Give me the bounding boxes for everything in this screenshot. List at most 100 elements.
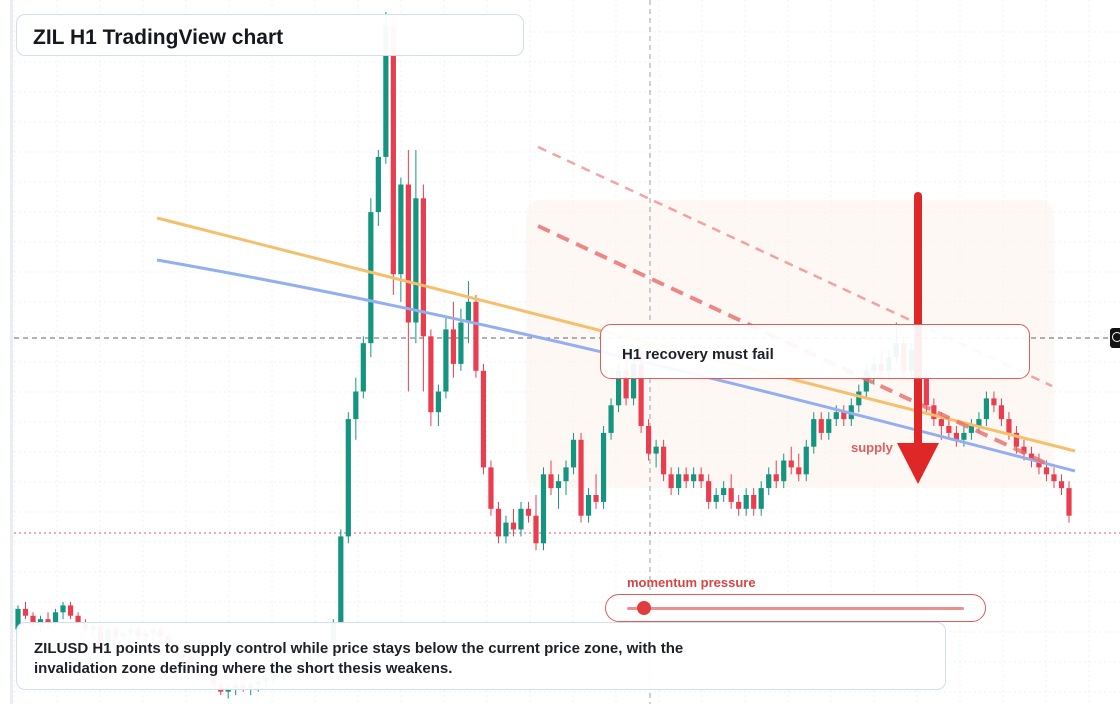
candle-body [578, 439, 584, 516]
candle-body [30, 615, 36, 627]
candle-body [946, 426, 952, 433]
candle-body [473, 301, 479, 371]
candle-body [368, 212, 374, 344]
candle-body [540, 474, 547, 544]
candle-body [961, 432, 967, 440]
candle-body [1066, 488, 1072, 516]
candle-body [1028, 453, 1035, 461]
candle-body [398, 184, 404, 275]
candle-body [600, 432, 607, 502]
candle-body [22, 608, 29, 616]
candle-body [458, 322, 464, 364]
candle-body [383, 25, 389, 157]
candle-body [713, 495, 719, 502]
candle-body [623, 370, 629, 399]
candle-body [938, 419, 944, 426]
candle-body [743, 495, 749, 509]
candle-body [375, 156, 381, 213]
candle-body [52, 612, 59, 623]
candle-body [353, 391, 359, 420]
candle-body [480, 370, 487, 468]
candle-body [413, 198, 419, 323]
summary-card: ZILUSD H1 points to supply control while… [16, 622, 946, 690]
candle-body [976, 419, 982, 426]
candle-body [811, 419, 817, 447]
candle-body [563, 467, 569, 482]
momentum-label: momentum pressure [627, 575, 756, 590]
bearish-arrow-head [897, 443, 939, 484]
candle-body [405, 184, 411, 323]
title-card: ZIL H1 TradingView chart [16, 14, 524, 56]
candle-body [788, 460, 794, 468]
candle-body [15, 608, 21, 630]
candle-body [390, 25, 396, 275]
candle-body [706, 481, 712, 502]
price-scale-marker[interactable] [1110, 328, 1120, 348]
candle-body [615, 370, 622, 406]
candle-body [856, 391, 862, 406]
candle-body [495, 508, 502, 537]
candle-body [991, 398, 997, 406]
candle-body [736, 501, 742, 509]
candle-body [67, 605, 74, 616]
candle-body [525, 508, 532, 516]
candle-body [683, 474, 689, 482]
candle-body [1006, 419, 1012, 433]
candle-body [510, 522, 517, 530]
candle-body [435, 391, 441, 413]
candle-body [653, 446, 659, 454]
candle-body [360, 343, 366, 392]
candle-body [608, 405, 614, 433]
candle-body [585, 495, 592, 516]
target-icon [1112, 332, 1120, 342]
momentum-track-line [627, 607, 964, 610]
candle-body [803, 446, 809, 475]
candle-body [826, 419, 832, 433]
candle-body [638, 363, 644, 426]
candle-body [923, 377, 929, 406]
candle-body [1013, 432, 1020, 447]
summary-text: ZILUSD H1 points to supply control while… [34, 640, 684, 677]
candle-body [833, 412, 839, 420]
candle-body [968, 426, 975, 433]
candle-body [953, 432, 959, 440]
left-scale-strip [10, 0, 13, 704]
candle-body [781, 460, 787, 482]
candle-body [676, 474, 682, 489]
candle-body [503, 522, 509, 537]
candle-body [758, 488, 764, 509]
candle-body [45, 619, 51, 623]
candle-body [428, 336, 434, 413]
candle-body [796, 467, 802, 475]
candle-body [721, 488, 727, 495]
momentum-slider[interactable] [605, 594, 986, 622]
candle-body [548, 474, 554, 489]
candle-body [1036, 460, 1042, 468]
candle-body [773, 474, 779, 482]
candle-body [668, 474, 674, 489]
candle-body [518, 508, 524, 530]
candle-body [60, 605, 66, 613]
momentum-knob[interactable] [636, 601, 651, 615]
candle-body [728, 488, 734, 502]
candle-body [646, 426, 652, 454]
callout-text: H1 recovery must fail [622, 346, 774, 363]
candle-body [345, 419, 351, 537]
candle-body [555, 481, 562, 489]
candle-body [818, 419, 824, 433]
candle-body [661, 446, 667, 475]
candle-body [1051, 474, 1057, 482]
recovery-callout: H1 recovery must fail [600, 324, 1030, 379]
candle-body [751, 495, 757, 509]
candle-body [443, 329, 449, 392]
candle-body [698, 474, 704, 482]
candle-body [1058, 481, 1065, 489]
candle-body [533, 515, 539, 544]
candle-body [420, 198, 426, 337]
candle-body [766, 474, 772, 489]
candle-body [450, 329, 457, 364]
chart-title: ZIL H1 TradingView chart [33, 26, 284, 49]
candle-body [465, 301, 472, 323]
candle-body [931, 405, 937, 420]
candle-body [691, 474, 697, 482]
